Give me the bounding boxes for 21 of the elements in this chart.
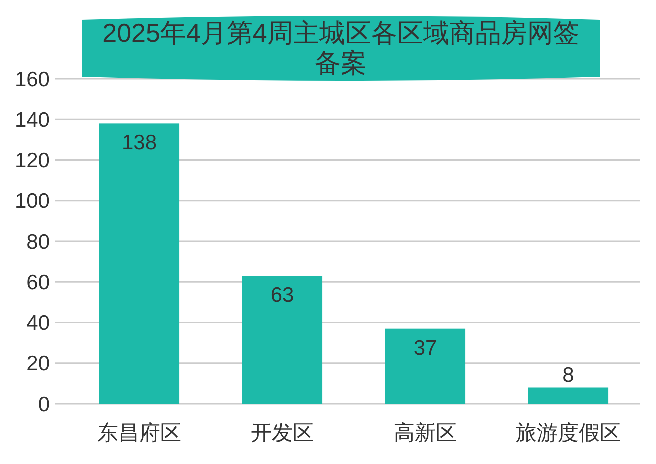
y-tick-label: 120 [14, 150, 50, 173]
data-label: 8 [562, 364, 574, 387]
y-tick-label: 40 [26, 312, 50, 336]
y-tick-label: 140 [14, 108, 50, 132]
y-tick-label: 160 [14, 68, 50, 92]
bar [385, 328, 466, 404]
bar [99, 124, 180, 404]
x-tick-label: 旅游度假区 [516, 422, 621, 445]
y-tick-label: 80 [26, 230, 50, 254]
bar [528, 388, 609, 404]
y-tick-label: 0 [38, 393, 50, 416]
data-label: 63 [270, 284, 294, 308]
y-tick-label: 60 [26, 271, 50, 294]
data-label: 37 [414, 336, 438, 360]
x-tick-label: 高新区 [394, 422, 457, 445]
x-tick-label: 东昌府区 [98, 422, 182, 445]
x-tick-label: 开发区 [251, 422, 314, 445]
y-tick-label: 100 [14, 190, 50, 214]
bar [242, 276, 323, 404]
y-tick-label: 20 [26, 352, 50, 376]
data-label: 138 [122, 132, 158, 155]
